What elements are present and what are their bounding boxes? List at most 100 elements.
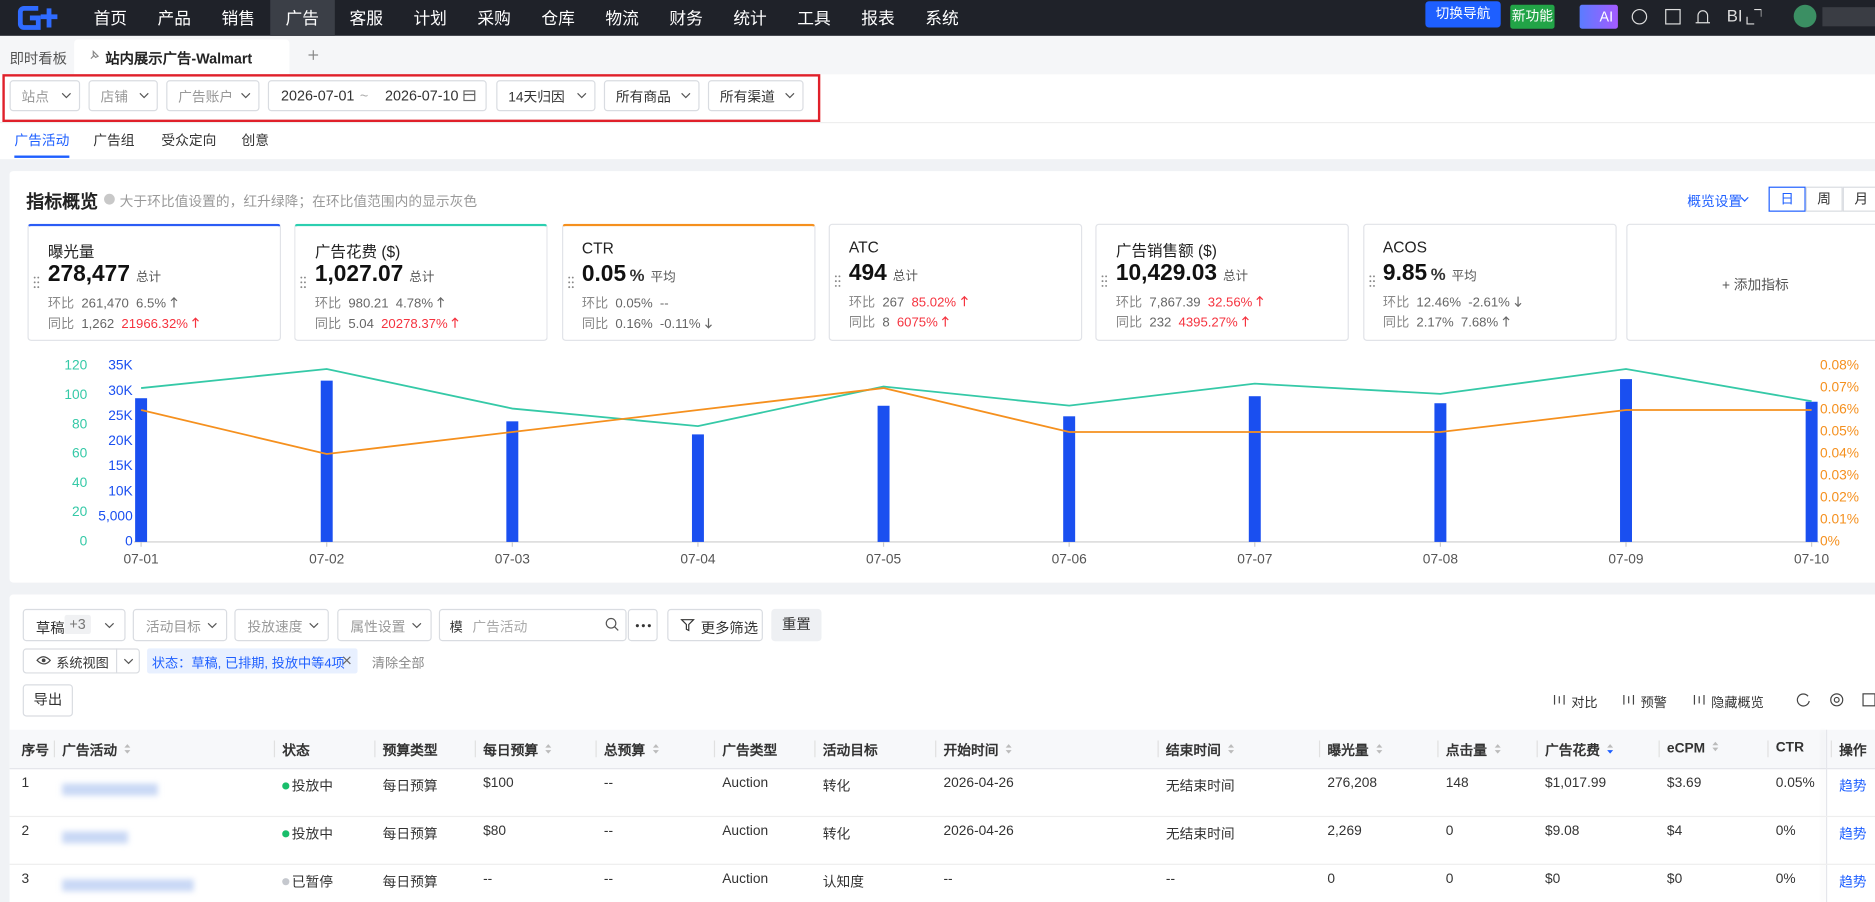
date-end[interactable]: 2026-07-10	[385, 87, 459, 105]
reset-button[interactable]: 重置	[771, 608, 822, 642]
column-header[interactable]: 广告花费	[1545, 741, 1614, 760]
metric-card[interactable]: 广告销售额 ($) 10,429.03 总计 环比 7,867.39 32.56% 同比 23…	[1095, 223, 1350, 341]
bi-button[interactable]: BI	[1726, 5, 1743, 26]
more-filters[interactable]	[667, 608, 763, 642]
nav-item[interactable]: 报表	[861, 8, 895, 28]
column-header[interactable]: 预算类型	[382, 744, 438, 759]
campaign-name-blurred[interactable]	[62, 783, 158, 796]
column-header[interactable]: 活动目标	[822, 744, 878, 759]
user-name[interactable]	[1822, 7, 1875, 27]
nav-item[interactable]: 统计	[733, 8, 767, 28]
column-header[interactable]: CTR	[1775, 740, 1805, 755]
filter-select[interactable]	[707, 80, 804, 112]
column-header[interactable]: 广告类型	[722, 744, 778, 759]
campaign-name-blurred[interactable]	[62, 831, 128, 844]
period-button[interactable]: 月	[1842, 186, 1875, 212]
column-header[interactable]: 总预算	[604, 741, 660, 760]
subtab[interactable]: 广告组	[93, 133, 135, 149]
nav-item[interactable]: 首页	[93, 8, 128, 28]
column-header[interactable]: 开始时间	[943, 741, 1012, 760]
tab-board[interactable]: 即时看板	[9, 50, 67, 67]
toolbar-select-label[interactable]: 活动目标	[145, 620, 201, 636]
ai-button[interactable]: AI	[1579, 4, 1618, 29]
filter-select[interactable]	[9, 80, 81, 112]
filter-label[interactable]: 站点	[21, 90, 50, 106]
nav-item[interactable]: 计划	[413, 8, 447, 28]
nav-item[interactable]: 采购	[477, 8, 511, 28]
date-start[interactable]: 2026-07-01	[281, 87, 355, 105]
nav-item[interactable]: 物流	[605, 8, 639, 28]
subtab[interactable]: 受众定向	[161, 133, 217, 149]
nav-item[interactable]: 广告	[270, 0, 335, 36]
column-header[interactable]: eCPM	[1667, 741, 1720, 756]
overview-settings[interactable]: 概览设置	[1687, 194, 1743, 210]
drag-handle	[567, 276, 574, 289]
nav-item[interactable]: 财务	[669, 8, 703, 28]
filter-chip[interactable]	[147, 648, 358, 674]
filter-label[interactable]: 广告账户	[178, 90, 234, 106]
nav-item[interactable]: 客服	[349, 8, 383, 28]
filter-label[interactable]: 所有商品	[615, 90, 671, 106]
column-header[interactable]: 结束时间	[1166, 741, 1235, 760]
chip-close[interactable]	[342, 656, 352, 666]
search-placeholder[interactable]: 广告活动	[472, 620, 528, 636]
metric-card[interactable]: 曝光量 278,477 总计 环比 261,470 6.5% 同比 1,262 21966.32…	[27, 223, 282, 341]
switch-nav[interactable]: 切换导航	[1425, 1, 1501, 28]
toolbar-select-label[interactable]: 投放速度	[247, 620, 303, 636]
filter-label[interactable]: 14天归因	[508, 90, 565, 106]
metric-card[interactable]: ACOS 9.85% 平均 环比 12.46% -2.61% 同比 2.17% 7.68%	[1362, 223, 1617, 341]
column-header[interactable]: 点击量	[1446, 741, 1502, 760]
more-filters-label[interactable]: 更多筛选	[700, 619, 759, 637]
search-prefix[interactable]: 模	[449, 620, 463, 636]
table-icons[interactable]	[1794, 691, 1875, 708]
table-cell[interactable]: 趋势	[1839, 827, 1867, 843]
column-header[interactable]: 每日预算	[483, 741, 552, 760]
new-feature[interactable]: 新功能	[1510, 4, 1555, 29]
period-button[interactable]: 周	[1805, 186, 1843, 212]
toolbar-select[interactable]	[132, 608, 228, 642]
add-tab[interactable]	[307, 49, 319, 61]
tool-label[interactable]: 隐藏概览	[1711, 696, 1764, 711]
add-metric[interactable]	[1626, 223, 1875, 341]
clear-all[interactable]: 清除全部	[371, 656, 425, 672]
filter-select[interactable]	[603, 80, 700, 112]
filter-select[interactable]	[88, 80, 158, 112]
campaign-name-blurred[interactable]	[62, 879, 194, 892]
toolbar-select[interactable]	[337, 608, 432, 642]
search-icon[interactable]	[605, 617, 619, 631]
avatar[interactable]	[1793, 4, 1817, 28]
tool-label[interactable]: 预警	[1640, 696, 1667, 711]
column-header[interactable]: 曝光量	[1327, 741, 1383, 760]
subtab[interactable]: 广告活动	[14, 130, 70, 158]
metric-card[interactable]: 广告花费 ($) 1,027.07 总计 环比 980.21 4.78% 同比 5.04 202…	[294, 223, 549, 341]
column-header[interactable]: 广告活动	[62, 741, 131, 760]
tab-active[interactable]	[74, 39, 290, 75]
search-box[interactable]	[438, 608, 627, 642]
column-header[interactable]: 操作	[1839, 744, 1867, 759]
nav-item[interactable]: 系统	[925, 8, 959, 28]
subtab[interactable]: 创意	[241, 133, 270, 149]
add-metric-label[interactable]: + 添加指标	[1721, 278, 1789, 294]
column-header[interactable]: 序号	[21, 744, 50, 759]
filter-select[interactable]	[496, 80, 596, 112]
filter-select[interactable]	[166, 80, 260, 112]
table-cell[interactable]: 趋势	[1839, 779, 1867, 795]
filter-label[interactable]: 所有渠道	[719, 90, 775, 106]
table-cell[interactable]: 趋势	[1839, 875, 1867, 891]
tool-label[interactable]: 对比	[1571, 696, 1598, 711]
column-header[interactable]: 状态	[282, 744, 310, 759]
nav-item[interactable]: 仓库	[541, 8, 575, 28]
filter-label[interactable]: 店铺	[100, 90, 128, 106]
metric-card[interactable]: ATC 494 总计 环比 267 85.02% 同比 8 6075%	[828, 223, 1083, 341]
metric-card[interactable]: CTR 0.05% 平均 环比 0.05% -- 同比 0.16% -0.11%	[561, 223, 816, 341]
nav-item[interactable]: 销售	[221, 8, 256, 28]
view-label[interactable]: 系统视图	[56, 656, 109, 672]
nav-item[interactable]: 产品	[157, 8, 192, 28]
toolbar-select[interactable]	[234, 608, 329, 642]
nav-item[interactable]: 工具	[797, 8, 831, 28]
tab-title[interactable]: 站内展示广告-Walmart	[105, 50, 253, 67]
period-button[interactable]: 日	[1768, 186, 1806, 212]
toolbar-select-label[interactable]: 属性设置	[350, 620, 406, 636]
export-button[interactable]: 导出	[22, 684, 73, 717]
date-range[interactable]	[267, 80, 487, 112]
